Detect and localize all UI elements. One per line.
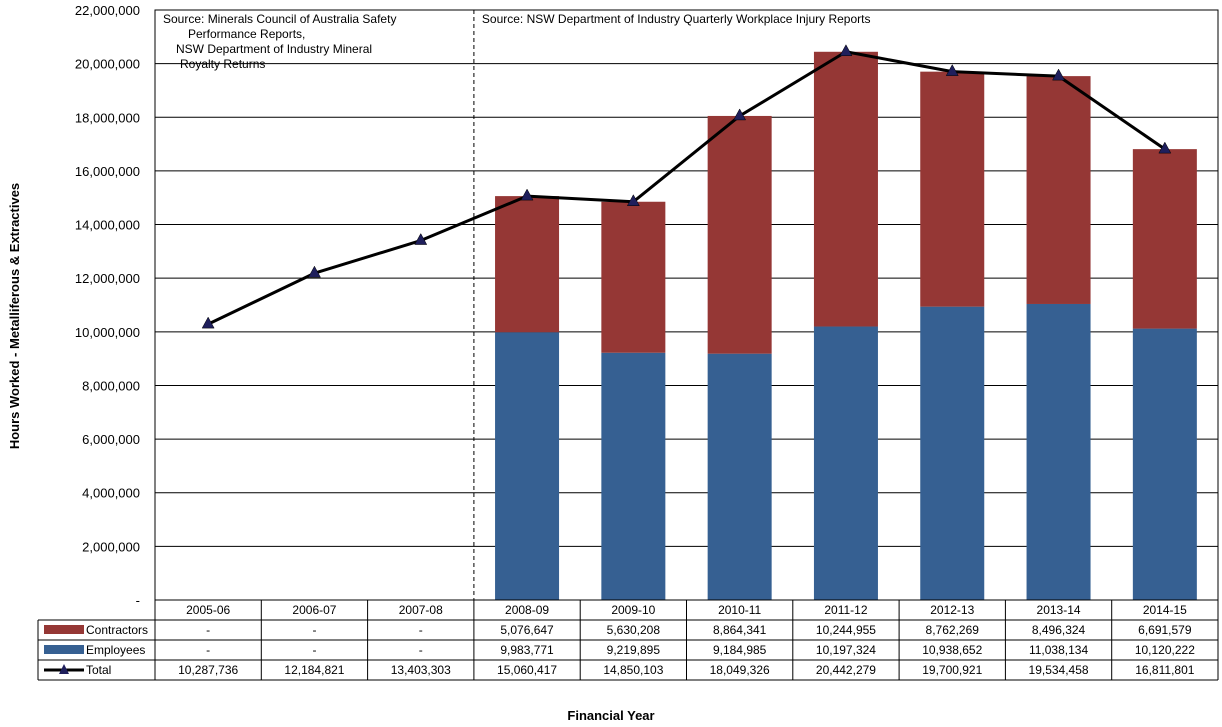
table-cell: - xyxy=(206,643,210,657)
data-table: 2005-06 2006-07 2007-08 2008-09 2009-10 2010-… xyxy=(37,599,1219,681)
table-cell: 11,038,134 xyxy=(1029,643,1088,657)
y-tick-label: 8,000,000 xyxy=(82,378,140,393)
table-cell: 16,811,801 xyxy=(1135,663,1194,677)
x-category-label: 2008-09 xyxy=(505,603,549,617)
table-cell: 9,219,895 xyxy=(607,643,661,657)
total-line-path xyxy=(207,50,1166,326)
y-tick-label: 12,000,000 xyxy=(75,271,140,286)
source-note-left-line: Source: Minerals Council of Australia Sa… xyxy=(163,12,396,26)
table-cell: 19,534,458 xyxy=(1029,663,1089,677)
x-category-label: 2009-10 xyxy=(611,603,655,617)
bar-contractors xyxy=(601,201,666,353)
x-category-label: 2007-08 xyxy=(399,603,443,617)
bars xyxy=(495,51,1197,600)
x-category-label: 2010-11 xyxy=(718,603,761,617)
bar-contractors xyxy=(495,196,560,333)
bar-employees xyxy=(1132,328,1197,600)
y-tick-label: 22,000,000 xyxy=(75,3,140,18)
table-cell: 5,076,647 xyxy=(500,623,554,637)
legend-label-contractors: Contractors xyxy=(86,623,148,637)
table-cell: 19,700,921 xyxy=(922,663,982,677)
total-marker xyxy=(520,188,534,201)
table-cell: - xyxy=(419,623,423,637)
total-marker xyxy=(733,108,747,121)
y-tick-label: 14,000,000 xyxy=(75,218,140,233)
table-cell: 20,442,279 xyxy=(816,663,876,677)
bar-employees xyxy=(495,332,560,600)
y-axis-title: Hours Worked - Metalliferous & Extractiv… xyxy=(7,183,22,449)
y-tick-label: 18,000,000 xyxy=(75,110,140,125)
table-cell: - xyxy=(312,643,316,657)
table-cell: 8,496,324 xyxy=(1032,623,1086,637)
bar-employees xyxy=(601,352,666,600)
y-tick-label: 16,000,000 xyxy=(75,164,140,179)
source-note-right: Source: NSW Department of Industry Quart… xyxy=(482,12,871,26)
source-annotations: Source: Minerals Council of Australia Sa… xyxy=(163,12,870,71)
table-cell: 18,049,326 xyxy=(710,663,770,677)
legend-key-employees xyxy=(44,645,84,654)
table-cell: - xyxy=(206,623,210,637)
bar-contractors xyxy=(1026,76,1091,304)
source-note-left-line: Performance Reports, xyxy=(188,27,305,41)
y-tick-label: 4,000,000 xyxy=(82,486,140,501)
bar-contractors xyxy=(707,115,772,354)
legend-key-contractors xyxy=(44,625,84,634)
legend-label-employees: Employees xyxy=(86,643,145,657)
total-marker xyxy=(839,44,853,57)
table-cell: 10,938,652 xyxy=(922,643,982,657)
table-cell: 13,403,303 xyxy=(391,663,451,677)
bar-employees xyxy=(813,326,878,600)
total-marker xyxy=(626,194,640,206)
table-cell: 12,184,821 xyxy=(284,663,344,677)
x-category-label: 2014-15 xyxy=(1143,603,1187,617)
table-cell: 10,120,222 xyxy=(1135,643,1195,657)
x-category-label: 2013-14 xyxy=(1037,603,1081,617)
x-category-label: 2012-13 xyxy=(930,603,974,617)
y-axis-tick-labels: - 2,000,000 4,000,000 6,000,000 8,000,000 10,… xyxy=(75,3,140,608)
total-marker xyxy=(201,316,215,329)
total-marker xyxy=(1052,68,1065,81)
table-cell: 10,287,736 xyxy=(178,663,238,677)
source-note-left-line: Royalty Returns xyxy=(180,57,265,71)
y-tick-label: - xyxy=(136,593,140,608)
bar-employees xyxy=(920,306,985,600)
bar-contractors xyxy=(1132,149,1197,329)
bar-contractors xyxy=(920,71,985,307)
y-tick-label: 2,000,000 xyxy=(82,539,140,554)
table-cell: 6,691,579 xyxy=(1138,623,1192,637)
bar-employees xyxy=(707,353,772,600)
table-cell: 5,630,208 xyxy=(607,623,661,637)
x-category-label: 2011-12 xyxy=(824,603,867,617)
total-line xyxy=(201,44,1172,329)
table-cell: 8,864,341 xyxy=(713,623,767,637)
x-category-label: 2005-06 xyxy=(186,603,230,617)
table-cell: 10,197,324 xyxy=(816,643,876,657)
table-cell: - xyxy=(312,623,316,637)
total-marker xyxy=(1158,141,1172,154)
bar-contractors xyxy=(813,51,878,327)
y-tick-label: 6,000,000 xyxy=(82,432,140,447)
legend-label-total: Total xyxy=(86,663,111,677)
legend-key-total-marker xyxy=(59,664,69,674)
source-note-left-line: NSW Department of Industry Mineral xyxy=(176,42,372,56)
table-cell: 14,850,103 xyxy=(603,663,663,677)
x-axis-title: Financial Year xyxy=(567,708,654,723)
table-cell: - xyxy=(419,643,423,657)
x-category-label: 2006-07 xyxy=(292,603,336,617)
y-tick-label: 10,000,000 xyxy=(75,325,140,340)
total-marker xyxy=(414,233,428,245)
table-cell: 9,184,985 xyxy=(713,643,767,657)
table-cell: 10,244,955 xyxy=(816,623,876,637)
table-cell: 15,060,417 xyxy=(497,663,557,677)
table-cell: 9,983,771 xyxy=(500,643,554,657)
total-marker xyxy=(945,64,959,76)
y-tick-label: 20,000,000 xyxy=(75,57,140,72)
bar-employees xyxy=(1026,303,1091,600)
total-marker xyxy=(308,265,321,278)
table-cell: 8,762,269 xyxy=(926,623,980,637)
